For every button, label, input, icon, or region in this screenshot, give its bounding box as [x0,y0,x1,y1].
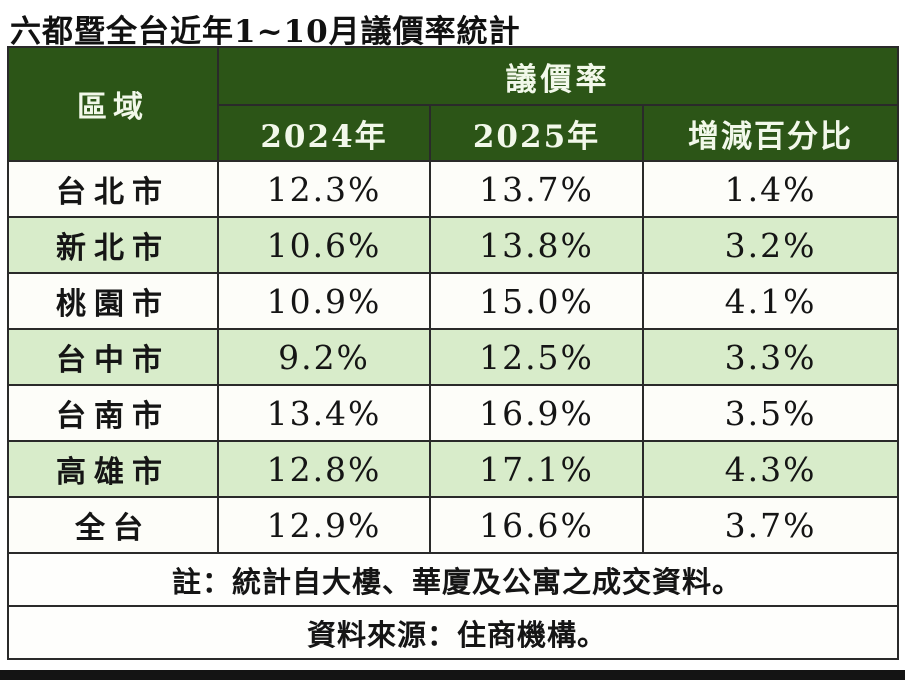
value-2024: 10.9% [217,272,431,330]
value-change: 4.3% [641,440,900,498]
value-change: 4.1% [641,272,900,330]
value-change: 1.4% [641,160,900,218]
value-2024: 12.9% [217,496,431,554]
value-2025: 16.6% [429,496,644,554]
value-2024: 12.3% [217,160,431,218]
page-title: 六都暨全台近年1~10月議價率統計 [10,14,521,50]
value-change: 3.3% [641,328,900,386]
value-2024: 13.4% [217,384,431,442]
table-row-newtaipei: 新北市 10.6% 13.8% 3.2% [7,216,900,274]
header-cell-2024: 2024年 [217,104,431,162]
region-cell: 桃園市 [7,272,219,330]
table-row-tainan: 台南市 13.4% 16.9% 3.5% [7,384,900,442]
header-cell-region: 區域 [7,46,219,162]
region-cell: 台中市 [7,328,219,386]
value-2024: 12.8% [217,440,431,498]
note-text: 註：統計自大樓、華廈及公寓之成交資料。 [6,552,900,607]
value-2024: 10.6% [217,216,431,274]
value-2024: 9.2% [217,328,431,386]
header-cell-2025: 2025年 [429,104,644,162]
region-cell: 台北市 [7,160,219,218]
stats-table: 區域 議價率 2024年 2025年 增減百分比 台北市 12.3% 13.7%… [6,46,900,660]
value-2025: 17.1% [429,440,644,498]
header-row-group: 區域 議價率 [7,46,900,162]
note-row-1: 註：統計自大樓、華廈及公寓之成交資料。 [6,552,900,607]
header-cell-change: 增減百分比 [641,104,900,162]
value-2025: 16.9% [429,384,644,442]
note-row-2: 資料來源：住商機構。 [6,605,900,660]
region-cell: 新北市 [7,216,219,274]
value-change: 3.2% [641,216,900,274]
value-change: 3.5% [641,384,900,442]
header-row-years: 2024年 2025年 增減百分比 [8,104,900,162]
table-row-taoyuan: 桃園市 10.9% 15.0% 4.1% [7,272,900,330]
value-2025: 15.0% [429,272,644,330]
table-row-taipei: 台北市 12.3% 13.7% 1.4% [7,160,900,218]
table-row-taiwan-total: 全台 12.9% 16.6% 3.7% [7,496,900,554]
table-row-taichung: 台中市 9.2% 12.5% 3.3% [7,328,900,386]
value-change: 3.7% [641,496,900,554]
value-2025: 13.8% [429,216,644,274]
source-text: 資料來源：住商機構。 [6,605,900,660]
header-cell-group: 議價率 [216,46,900,106]
region-cell: 全台 [7,496,219,554]
value-2025: 12.5% [429,328,644,386]
bottom-divider-bar [0,670,905,680]
value-2025: 13.7% [429,160,644,218]
table-row-kaohsiung: 高雄市 12.8% 17.1% 4.3% [7,440,900,498]
region-cell: 台南市 [7,384,219,442]
region-cell: 高雄市 [7,440,219,498]
